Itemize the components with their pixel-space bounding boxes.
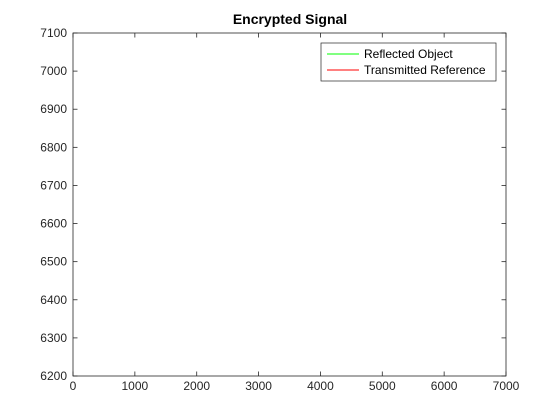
axes-box: [72, 32, 507, 377]
x-tick-label: 7000: [493, 379, 520, 393]
x-tick-label: 0: [70, 379, 77, 393]
x-tick-label: 2000: [183, 379, 210, 393]
x-tick-label: 5000: [369, 379, 396, 393]
chart-title: Encrypted Signal: [233, 11, 347, 27]
x-tick-label: 6000: [431, 379, 458, 393]
y-tick-label: 6200: [40, 369, 67, 383]
legend: Reflected Object Transmitted Reference: [320, 42, 497, 82]
y-tick-label: 7100: [40, 26, 67, 40]
x-tick-label: 4000: [307, 379, 334, 393]
y-tick-label: 6400: [40, 293, 67, 307]
legend-box: [320, 42, 497, 82]
axes-layer: 0 1000 2000 3000 4000 5000 6000 7000 6200 6300 640…: [40, 26, 519, 393]
legend-label: Transmitted Reference: [364, 63, 486, 77]
y-tick-label: 6300: [40, 331, 67, 345]
y-tick-label: 6500: [40, 255, 67, 269]
y-tick-label: 6800: [40, 140, 67, 154]
y-tick-label: 6600: [40, 217, 67, 231]
y-tick-label: 7000: [40, 64, 67, 78]
y-tick-label: 6900: [40, 102, 67, 116]
legend-label: Reflected Object: [364, 47, 453, 61]
x-tick-label: 3000: [245, 379, 272, 393]
y-tick-label: 6700: [40, 178, 67, 192]
plot-area: [73, 33, 506, 376]
x-tick-label: 1000: [122, 379, 149, 393]
